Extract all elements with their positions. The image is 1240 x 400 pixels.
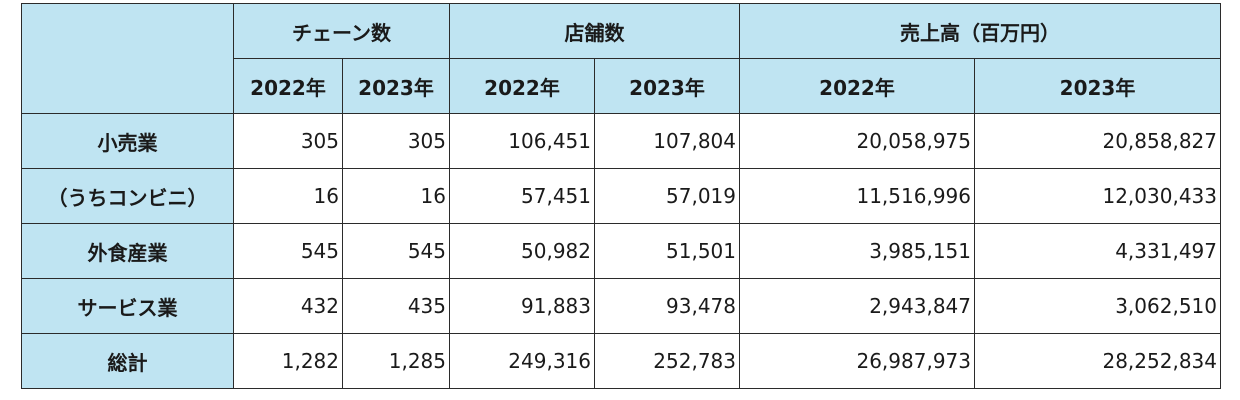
- header-year-cell: 2022年: [449, 58, 595, 114]
- table-cell: 435: [342, 278, 450, 334]
- table-cell: 3,062,510: [974, 278, 1221, 334]
- table-row: 総計 1,282 1,285 249,316 252,783 26,987,97…: [21, 333, 1221, 389]
- header-chain-count: チェーン数: [233, 3, 450, 59]
- table-cell: 51,501: [594, 223, 740, 279]
- table-cell: 26,987,973: [739, 333, 975, 389]
- table-cell: 305: [342, 113, 450, 169]
- header-year-cell: 2023年: [342, 58, 450, 114]
- table-cell: 106,451: [449, 113, 595, 169]
- row-label: 外食産業: [21, 223, 234, 279]
- header-row-years: 2022年 2023年 2022年 2023年 2022年 2023年: [22, 58, 1221, 114]
- row-label: 小売業: [21, 113, 234, 169]
- table-cell: 305: [233, 113, 343, 169]
- header-year-cell: 2023年: [974, 58, 1221, 114]
- header-row-groups: チェーン数 店舗数 売上高（百万円）: [21, 3, 1221, 114]
- table-cell: 20,858,827: [974, 113, 1221, 169]
- table-cell: 12,030,433: [974, 168, 1221, 224]
- table-cell: 16: [342, 168, 450, 224]
- header-year-cell: 2022年: [233, 58, 343, 114]
- table-cell: 1,285: [342, 333, 450, 389]
- table-cell: 107,804: [594, 113, 740, 169]
- table-cell: 252,783: [594, 333, 740, 389]
- header-year-cell: 2022年: [739, 58, 975, 114]
- row-label: サービス業: [21, 278, 234, 334]
- table-row: サービス業 432 435 91,883 93,478 2,943,847 3,…: [21, 278, 1221, 334]
- table-cell: 28,252,834: [974, 333, 1221, 389]
- table-row: 外食産業 545 545 50,982 51,501 3,985,151 4,3…: [21, 223, 1221, 279]
- header-year-cell: 2023年: [594, 58, 740, 114]
- header-sales: 売上高（百万円）: [739, 3, 1221, 59]
- table-cell: 432: [233, 278, 343, 334]
- table-cell: 249,316: [449, 333, 595, 389]
- table-cell: 57,019: [594, 168, 740, 224]
- table-cell: 50,982: [449, 223, 595, 279]
- header-store-count: 店舗数: [449, 3, 740, 59]
- statistics-table-container: チェーン数 店舗数 売上高（百万円） 2022年 2023年 2022年 202…: [21, 3, 1221, 389]
- chain-statistics-table: チェーン数 店舗数 売上高（百万円） 2022年 2023年 2022年 202…: [21, 3, 1221, 389]
- row-label: 総計: [21, 333, 234, 389]
- table-cell: 3,985,151: [739, 223, 975, 279]
- table-cell: 545: [342, 223, 450, 279]
- table-row: （うちコンビニ） 16 16 57,451 57,019 11,516,996 …: [21, 168, 1221, 224]
- table-cell: 57,451: [449, 168, 595, 224]
- table-cell: 91,883: [449, 278, 595, 334]
- table-cell: 4,331,497: [974, 223, 1221, 279]
- row-label: （うちコンビニ）: [21, 168, 234, 224]
- table-cell: 16: [233, 168, 343, 224]
- table-cell: 545: [233, 223, 343, 279]
- table-cell: 11,516,996: [739, 168, 975, 224]
- table-cell: 20,058,975: [739, 113, 975, 169]
- table-row: 小売業 305 305 106,451 107,804 20,058,975 2…: [21, 113, 1221, 169]
- table-cell: 2,943,847: [739, 278, 975, 334]
- table-cell: 1,282: [233, 333, 343, 389]
- header-corner-cell: [21, 3, 234, 114]
- table-cell: 93,478: [594, 278, 740, 334]
